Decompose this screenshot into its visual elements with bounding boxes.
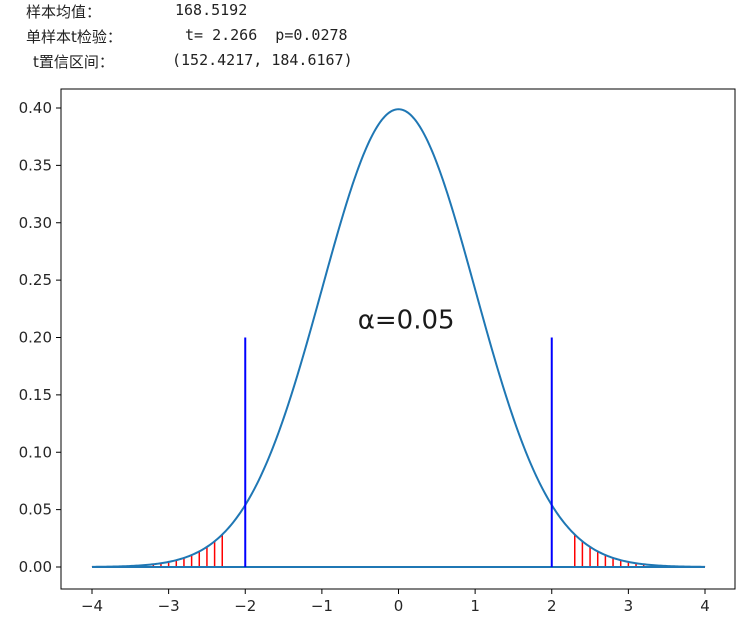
y-tick-label: 0.40 xyxy=(19,99,52,117)
stats-panel: 样本均值： 168.5192 单样本t检验： t= 2.266 p=0.0278… xyxy=(0,0,750,80)
y-tick-label: 0.30 xyxy=(19,214,52,232)
y-tick-label: 0.20 xyxy=(19,329,52,347)
plot-frame xyxy=(60,88,736,590)
y-tick-label: 0.05 xyxy=(19,501,52,519)
shaded-tails xyxy=(91,534,706,567)
x-tick-label: 0 xyxy=(394,597,404,615)
critical-lines xyxy=(244,337,553,567)
x-tick-label: −1 xyxy=(311,597,333,615)
y-axis: 0.00 0.05 0.10 0.15 0.20 0.25 0.30 0.35 0.40 xyxy=(19,99,61,576)
y-tick-label: 0.00 xyxy=(19,558,52,576)
y-tick-label: 0.35 xyxy=(19,156,52,174)
t-test-label: 单样本t检验： xyxy=(26,28,122,46)
confidence-interval-label: t置信区间： xyxy=(33,53,114,71)
t-test-value: t= 2.266 p=0.0278 xyxy=(185,26,348,44)
x-tick-label: 1 xyxy=(470,597,480,615)
x-tick-label: −2 xyxy=(234,597,256,615)
x-tick-label: 4 xyxy=(700,597,710,615)
x-tick-label: 3 xyxy=(624,597,634,615)
y-tick-label: 0.10 xyxy=(19,443,52,461)
x-tick-label: −4 xyxy=(81,597,103,615)
alpha-annotation: α=0.05 xyxy=(358,305,455,335)
x-tick-label: −3 xyxy=(158,597,180,615)
y-tick-label: 0.25 xyxy=(19,271,52,289)
normal-pdf-curve xyxy=(91,108,706,568)
x-tick-label: 2 xyxy=(547,597,557,615)
sample-mean-label: 样本均值： xyxy=(26,3,102,21)
y-tick-label: 0.15 xyxy=(19,386,52,404)
confidence-interval-value: (152.4217, 184.6167) xyxy=(172,51,353,69)
x-axis: −4 −3 −2 −1 0 1 2 3 4 xyxy=(81,589,710,615)
sample-mean-value: 168.5192 xyxy=(175,1,248,19)
curve-layer xyxy=(91,108,706,568)
